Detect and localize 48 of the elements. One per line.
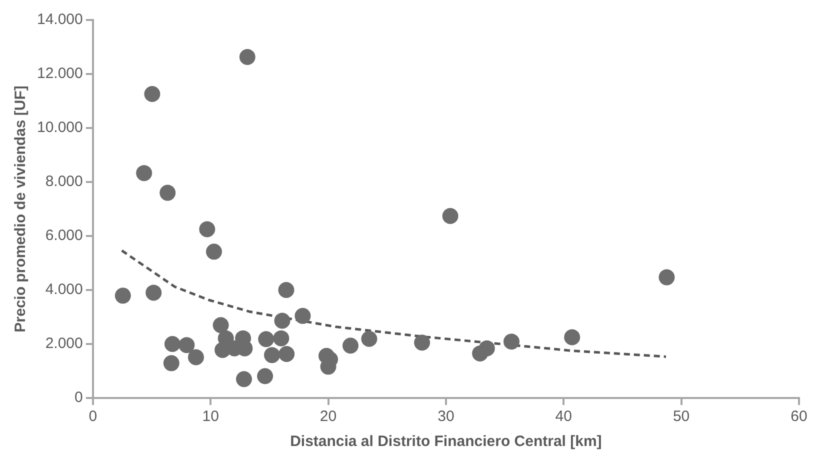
point [144,86,160,102]
y-tick-label: 8.000 [45,173,83,190]
point [278,346,295,362]
point [361,330,378,347]
line-series [120,249,668,358]
point [274,312,290,329]
point [160,184,176,201]
point [199,221,216,238]
x-axis-title: Distancia al Distrito Financiero Central [km] [290,433,602,450]
point [273,330,290,346]
point [178,337,195,354]
x-tick-label: 0 [88,408,98,426]
x-tick-label: 40 [555,408,572,426]
y-tick-label: 10.000 [36,119,83,136]
point [478,340,495,356]
x-tick-label: 50 [672,408,690,426]
x-tick-label: 20 [320,408,337,426]
x-tick-label: 30 [438,408,454,426]
point [188,349,204,366]
point [163,355,180,372]
point [212,317,229,334]
point [258,331,274,348]
point [442,208,458,224]
y-tick-label: 2.000 [45,335,83,352]
point [564,329,580,346]
point [146,284,162,301]
x-tick-label: 60 [790,408,808,426]
point [257,368,274,384]
y-tick-label: 6.000 [45,227,83,244]
point [206,244,222,260]
x-tick-label: 10 [202,408,219,426]
point [239,48,256,65]
point [342,338,358,354]
y-tick-label: 4.000 [45,281,83,298]
point [114,288,131,304]
point [236,371,252,388]
point [658,269,675,286]
y-tick-label: 12.000 [36,65,83,82]
y-axis-title: Precio promedio de viviendas [UF] [12,86,30,332]
y-tick-label: 0 [74,389,83,406]
point [264,347,280,364]
point [294,308,311,324]
point [164,336,180,352]
point [503,334,520,350]
point [278,282,294,298]
point [136,165,152,182]
point [414,334,430,351]
y-tick-label: 14.000 [36,11,83,28]
